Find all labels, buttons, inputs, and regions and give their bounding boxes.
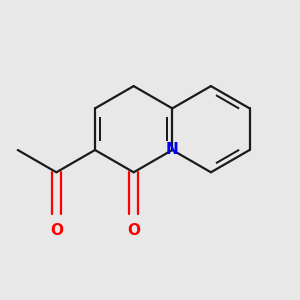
Text: O: O — [127, 223, 140, 238]
Text: N: N — [166, 142, 179, 158]
Text: O: O — [50, 223, 63, 238]
